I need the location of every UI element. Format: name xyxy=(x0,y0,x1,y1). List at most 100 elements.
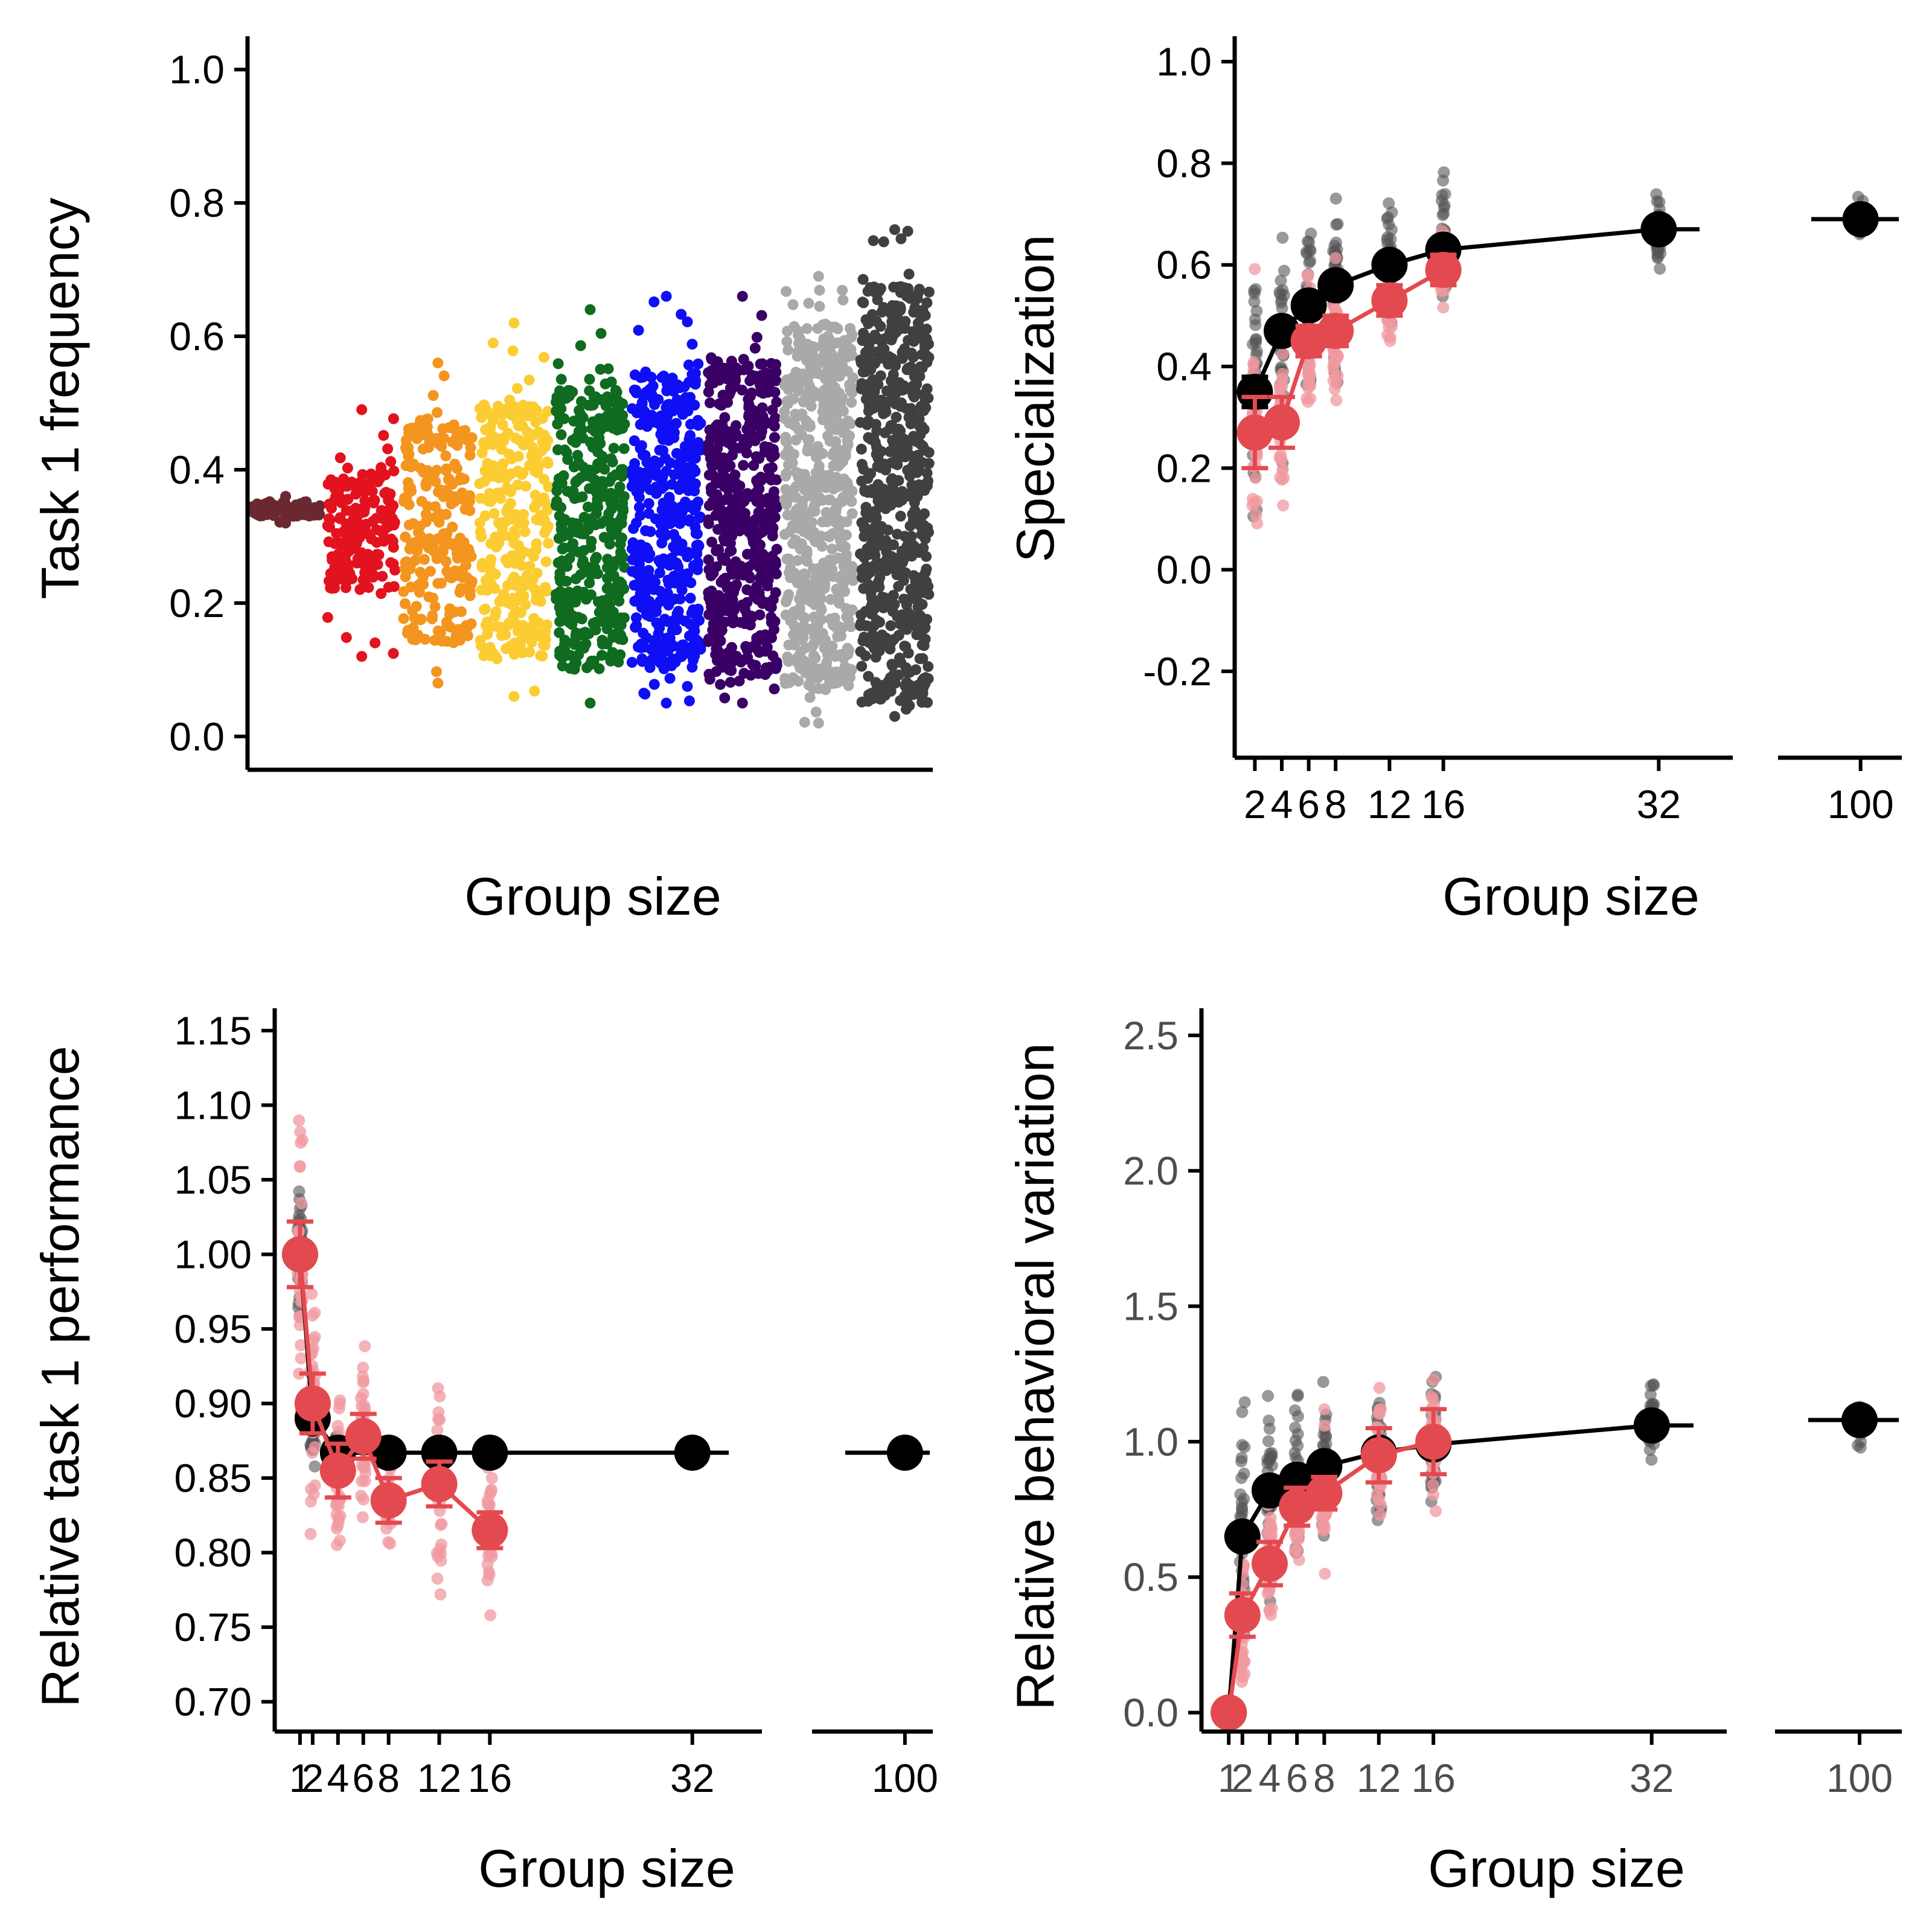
data-point xyxy=(333,1398,346,1410)
data-point xyxy=(923,526,934,537)
data-point xyxy=(715,509,726,520)
data-point xyxy=(770,366,782,378)
data-point xyxy=(541,586,552,597)
data-point xyxy=(893,475,904,486)
data-point xyxy=(600,378,611,389)
data-point xyxy=(627,469,638,481)
data-point xyxy=(562,454,574,465)
data-point xyxy=(575,340,586,351)
data-point xyxy=(677,506,688,517)
data-point xyxy=(886,375,897,386)
data-point xyxy=(459,491,471,503)
data-point xyxy=(827,339,839,350)
data-point xyxy=(683,359,694,371)
data-point xyxy=(783,639,795,651)
data-point xyxy=(832,323,843,334)
data-point xyxy=(896,435,907,446)
data-point xyxy=(476,447,488,459)
data-point xyxy=(1331,218,1344,230)
data-point xyxy=(896,451,907,462)
data-point xyxy=(1302,270,1314,283)
data-point xyxy=(643,552,654,563)
x-tick-label: 16 xyxy=(1421,782,1465,827)
data-point xyxy=(910,436,922,447)
data-point xyxy=(866,312,878,322)
data-point xyxy=(857,366,869,378)
data-point xyxy=(348,543,360,554)
data-point xyxy=(811,616,822,628)
y-tick-label: 0.70 xyxy=(174,1680,252,1724)
data-point xyxy=(454,635,465,646)
data-point xyxy=(814,301,825,312)
data-point xyxy=(454,586,465,598)
data-point xyxy=(683,484,695,496)
data-point xyxy=(658,370,670,382)
data-point xyxy=(481,1494,494,1507)
data-point xyxy=(584,697,596,709)
data-point xyxy=(1430,1505,1442,1517)
data-point xyxy=(363,478,375,488)
data-point xyxy=(481,424,492,435)
mean-point xyxy=(1841,1402,1878,1439)
data-point xyxy=(840,554,852,565)
data-point xyxy=(378,430,389,441)
data-point xyxy=(574,426,584,437)
data-point xyxy=(900,696,911,708)
data-point xyxy=(385,488,396,500)
data-point xyxy=(1437,301,1450,314)
data-point xyxy=(601,411,613,422)
data-point xyxy=(1277,499,1290,512)
data-point xyxy=(587,441,598,453)
data-point xyxy=(326,502,337,514)
mean-point xyxy=(345,1418,382,1454)
data-point xyxy=(731,517,741,528)
data-point xyxy=(522,407,534,418)
data-point xyxy=(465,618,477,630)
data-point xyxy=(450,542,462,554)
data-point xyxy=(491,487,502,499)
data-point xyxy=(458,549,469,560)
mean-point xyxy=(674,1435,711,1471)
data-point xyxy=(485,554,497,565)
data-point xyxy=(737,697,748,709)
data-point xyxy=(715,626,726,638)
x-tick-label: 2 xyxy=(1231,1756,1253,1800)
data-point xyxy=(738,668,750,679)
data-point xyxy=(1317,1375,1329,1388)
data-point xyxy=(828,571,839,582)
y-tick-label: 0.75 xyxy=(174,1605,252,1649)
data-point xyxy=(827,408,839,420)
data-point xyxy=(485,1483,497,1496)
data-point xyxy=(508,648,520,660)
data-point xyxy=(740,514,752,526)
data-point xyxy=(910,576,921,587)
data-point xyxy=(744,391,756,402)
data-point xyxy=(555,429,567,440)
data-point xyxy=(865,566,876,578)
data-point xyxy=(763,442,775,453)
data-point xyxy=(1371,1488,1383,1501)
data-point xyxy=(846,331,857,343)
mean-point xyxy=(1371,246,1408,283)
data-point xyxy=(767,594,779,605)
panel-relative-task1-performance: 0.700.750.800.850.900.951.001.051.101.15… xyxy=(30,1008,938,1898)
data-point xyxy=(1249,472,1262,484)
data-point xyxy=(1246,493,1259,505)
data-point xyxy=(382,1536,395,1549)
data-point xyxy=(719,536,731,547)
data-point xyxy=(435,508,446,520)
data-point xyxy=(657,445,669,456)
data-point xyxy=(780,484,792,495)
data-point xyxy=(551,496,563,507)
data-point xyxy=(309,1441,321,1453)
data-point xyxy=(706,354,717,365)
data-point xyxy=(1247,358,1260,371)
data-point xyxy=(502,427,514,439)
data-point xyxy=(874,616,885,628)
data-point xyxy=(438,528,449,540)
x-tick-label: 6 xyxy=(352,1756,374,1800)
data-point xyxy=(741,549,753,560)
data-point xyxy=(1651,252,1664,264)
data-point xyxy=(871,518,882,529)
data-point xyxy=(835,458,846,469)
